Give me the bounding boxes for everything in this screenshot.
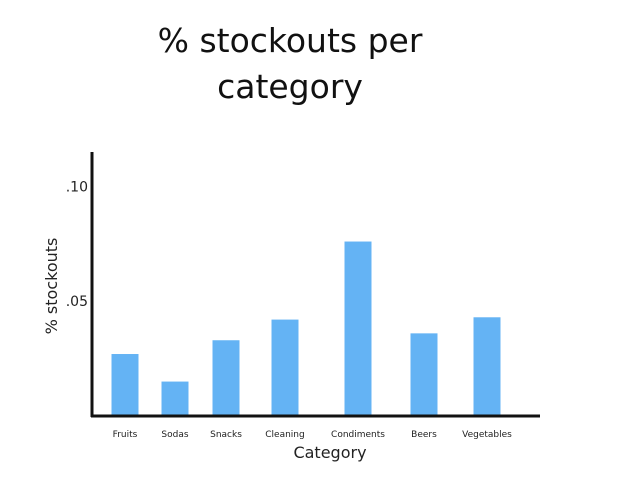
x-category-label: Sodas <box>161 430 188 440</box>
bar <box>271 319 299 416</box>
bar <box>410 333 438 416</box>
chart-title: % stockouts per category <box>157 21 423 106</box>
x-category-label: Condiments <box>331 430 385 440</box>
bar <box>212 340 240 416</box>
x-category-label: Vegetables <box>462 430 512 440</box>
y-axis-title: % stockouts <box>42 238 61 335</box>
bars-group <box>111 241 501 416</box>
bar <box>161 381 189 416</box>
y-tick-label: .10 <box>66 179 88 195</box>
x-category-label: Beers <box>411 430 437 440</box>
x-category-label: Snacks <box>210 430 242 440</box>
y-ticks-group: .10 .05 <box>66 179 88 310</box>
x-category-labels-group: Fruits Sodas Snacks Cleaning Condiments Beers… <box>113 430 513 440</box>
bar <box>111 354 139 416</box>
x-category-label: Fruits <box>113 430 138 440</box>
y-tick-label: .05 <box>66 294 88 310</box>
bar <box>344 241 372 416</box>
bar <box>473 317 501 416</box>
x-axis-title: Category <box>293 443 366 462</box>
x-category-label: Cleaning <box>265 430 304 440</box>
